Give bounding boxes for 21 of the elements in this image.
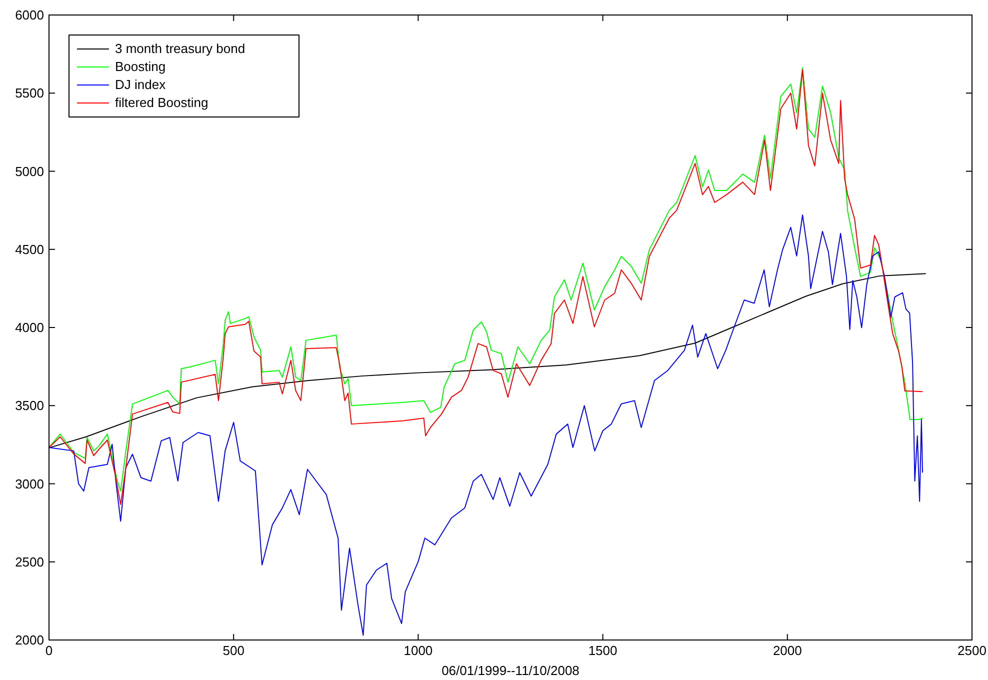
x-tick-label: 1000 <box>404 643 433 658</box>
y-tick-label: 2500 <box>15 554 44 570</box>
legend-label: DJ index <box>115 77 166 92</box>
legend-label: Boosting <box>115 59 166 74</box>
legend-label: 3 month treasury bond <box>115 41 246 56</box>
y-tick-label: 6000 <box>15 8 44 22</box>
y-tick-label: 4000 <box>15 320 44 335</box>
legend-label: filtered Boosting <box>115 95 208 110</box>
x-tick-label: 2000 <box>772 643 802 658</box>
y-tick-label: 5500 <box>15 86 44 101</box>
x-tick-label: 2500 <box>958 643 986 658</box>
y-tick-label: 3500 <box>15 398 44 414</box>
line-series <box>48 214 924 636</box>
y-tick-label: 4500 <box>15 242 44 257</box>
x-axis-title: 06/01/1999--11/10/2008 <box>442 663 580 678</box>
y-tick-label: 5000 <box>15 164 44 179</box>
y-tick-label: 3000 <box>15 476 44 492</box>
y-tick-label: 2000 <box>15 632 44 648</box>
x-tick-label: 500 <box>222 643 244 658</box>
x-tick-label: 1500 <box>588 643 618 658</box>
x-tick-label: 0 <box>45 643 53 658</box>
